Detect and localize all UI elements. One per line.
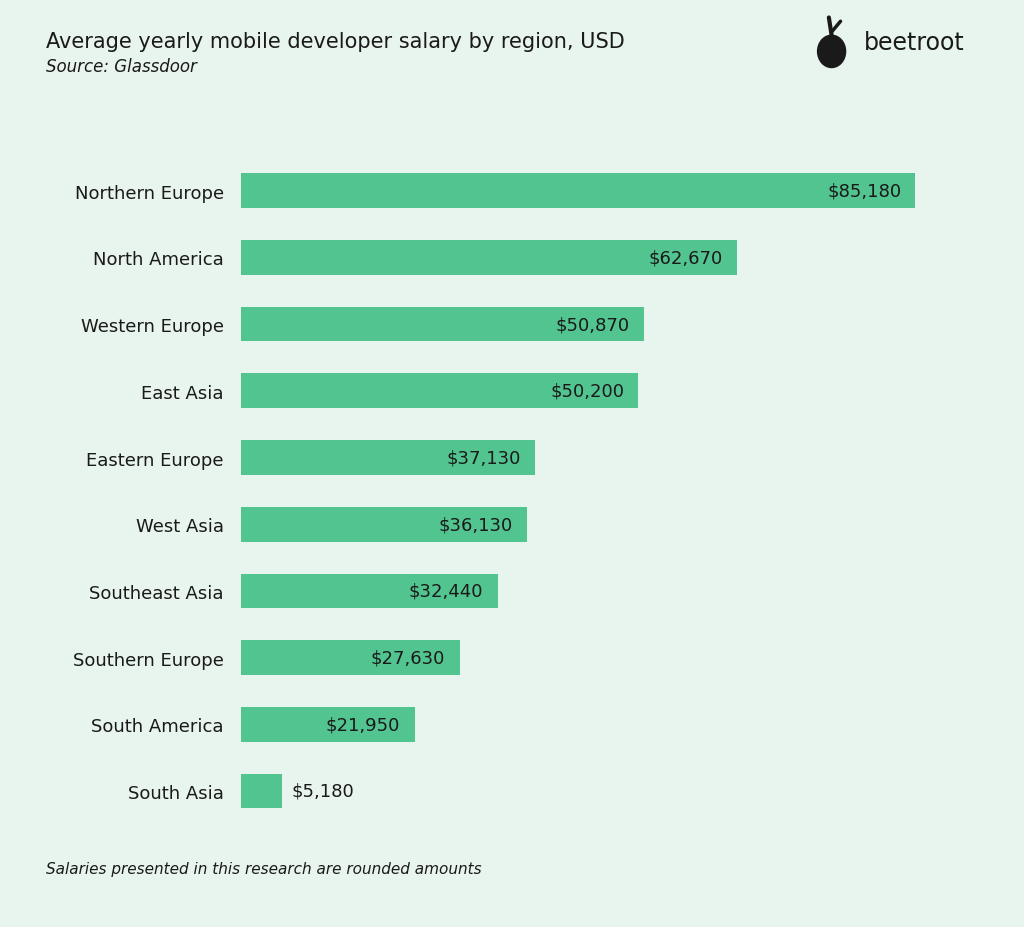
Text: Average yearly mobile developer salary by region, USD: Average yearly mobile developer salary b… [46,32,625,53]
Text: beetroot: beetroot [864,31,965,55]
Bar [241,308,644,342]
Text: $50,870: $50,870 [555,316,630,334]
Text: Salaries presented in this research are rounded amounts: Salaries presented in this research are … [46,861,481,876]
Ellipse shape [817,36,846,69]
Text: $36,130: $36,130 [438,515,513,534]
Text: $32,440: $32,440 [409,582,483,600]
Text: $62,670: $62,670 [648,249,723,267]
Bar [241,507,527,542]
Text: $37,130: $37,130 [446,449,520,467]
Text: $50,200: $50,200 [550,383,624,400]
Bar [241,375,638,409]
Bar [241,707,415,742]
Bar [241,574,498,608]
Bar [241,641,460,675]
Bar [241,241,737,275]
Text: $27,630: $27,630 [371,649,445,667]
Text: $5,180: $5,180 [291,782,354,800]
Text: $21,950: $21,950 [326,716,400,733]
Text: $85,180: $85,180 [827,183,901,200]
Bar [241,174,915,209]
Bar [241,440,535,476]
Bar [241,774,282,808]
Text: Source: Glassdoor: Source: Glassdoor [46,57,197,75]
